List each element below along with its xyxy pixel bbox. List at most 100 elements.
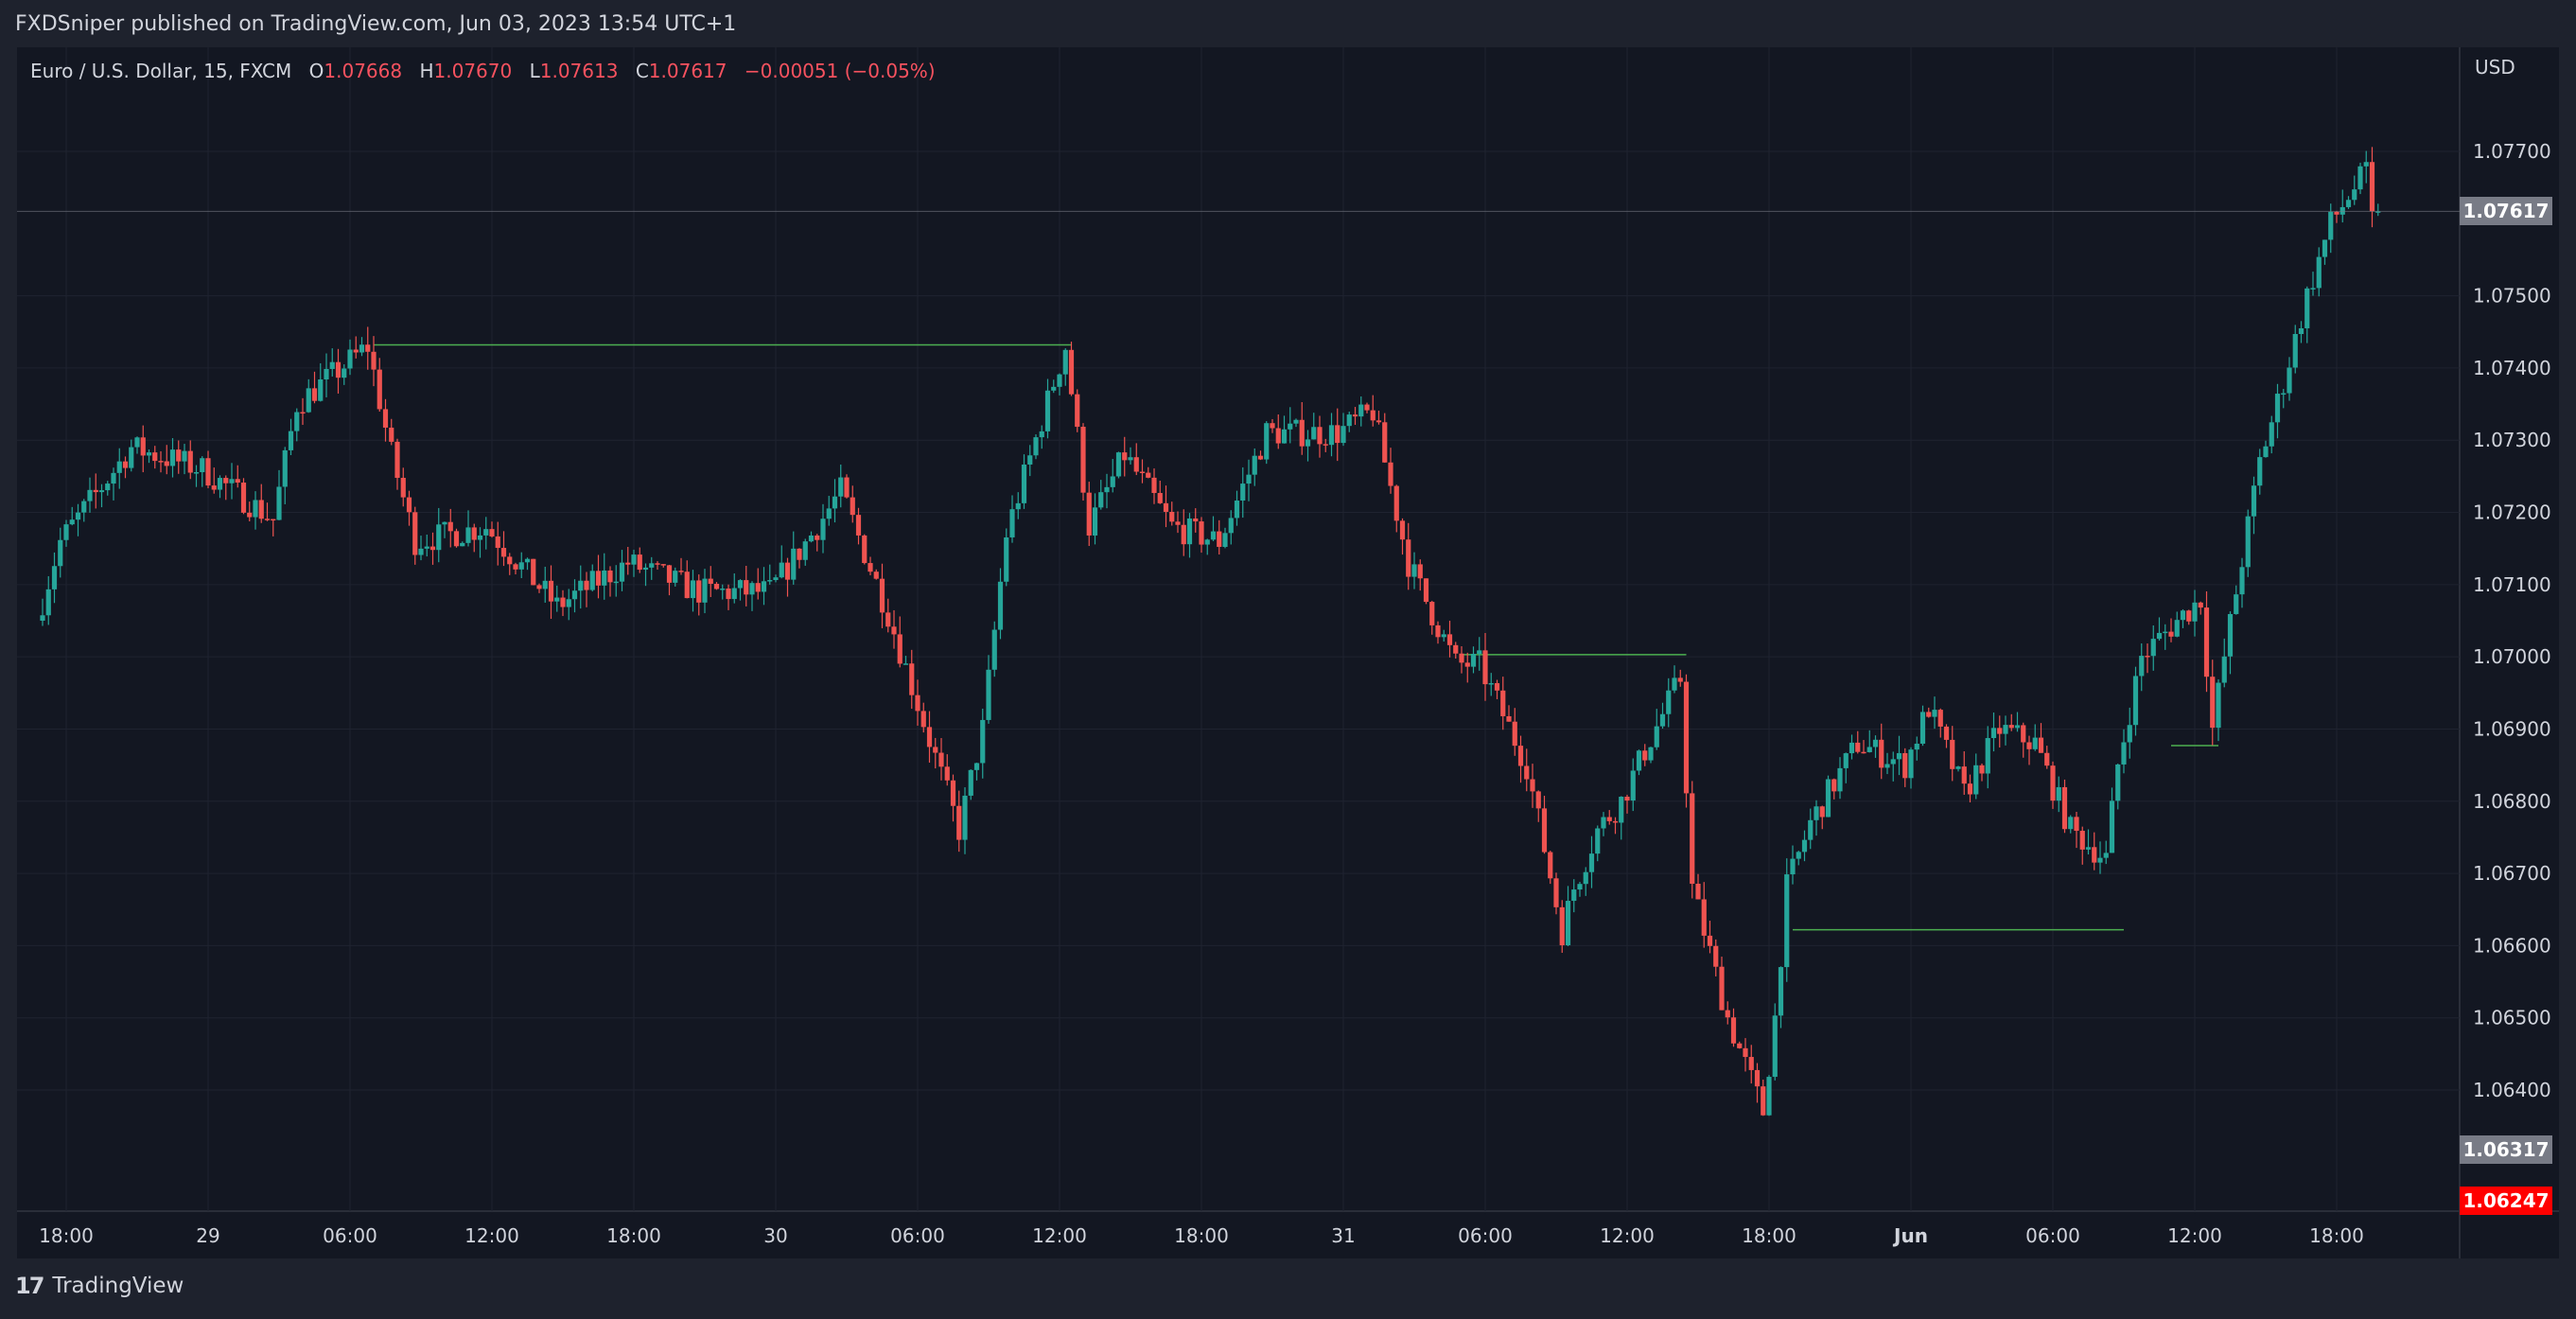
candle-body	[1494, 682, 1500, 691]
candle-body	[1288, 423, 1293, 430]
candle-body	[264, 519, 271, 520]
footer-brand[interactable]: TradingView	[52, 1274, 184, 1298]
price-tick-label: 1.06900	[2473, 717, 2551, 740]
candle-body	[1146, 472, 1151, 478]
time-tick-label: 12:00	[1032, 1224, 1087, 1247]
candle-body	[1937, 710, 1943, 727]
candle-body	[1128, 457, 1133, 461]
candle-body	[1778, 967, 1784, 1016]
candle-body	[1843, 753, 1849, 768]
candle-body	[1151, 477, 1157, 494]
candle-body	[111, 472, 116, 484]
plot-area[interactable]	[17, 47, 2460, 1211]
candle-body	[1630, 770, 1636, 801]
candle-body	[980, 719, 986, 764]
candle-body	[247, 512, 253, 518]
candle-body	[1193, 518, 1199, 522]
candle-body	[377, 369, 382, 410]
candle-body	[235, 479, 240, 484]
candle-body	[744, 580, 749, 595]
candle-body	[105, 484, 111, 491]
price-axis-unit: USD	[2475, 56, 2515, 79]
time-axis[interactable]	[17, 1211, 2460, 1258]
candle-body	[619, 562, 625, 582]
candle-body	[660, 564, 666, 566]
candle-body	[2032, 737, 2038, 749]
candle-body	[1926, 712, 1932, 717]
candle-body	[542, 580, 548, 589]
candle-body	[2068, 817, 2074, 830]
candle-body	[63, 524, 69, 540]
candle-body	[2234, 594, 2239, 614]
candle-body	[1648, 747, 1654, 761]
price-marker-tag: 1.06317	[2460, 1135, 2552, 1165]
time-tick-label: 06:00	[1458, 1224, 1513, 1247]
candle-body	[1323, 444, 1328, 446]
candle-body	[2021, 725, 2026, 743]
candle-body	[2334, 211, 2339, 215]
candle-body	[1565, 901, 1571, 946]
candle-body	[1943, 726, 1950, 740]
candle-body	[87, 489, 93, 501]
candle-body	[1281, 429, 1288, 444]
candle-body	[1719, 966, 1725, 1011]
candle-body	[1417, 564, 1423, 579]
candle-body	[205, 458, 211, 486]
candle-body	[773, 577, 779, 581]
candle-body	[779, 562, 784, 578]
candle-body	[342, 368, 347, 378]
candle-body	[602, 570, 607, 586]
candle-body	[158, 461, 164, 463]
candle-body	[447, 521, 453, 532]
candle-body	[424, 546, 429, 549]
time-tick-label: 18:00	[606, 1224, 661, 1247]
candle-body	[1399, 520, 1406, 540]
time-tick-label: 12:00	[464, 1224, 519, 1247]
candle-body	[962, 795, 968, 840]
price-tick-label: 1.06800	[2473, 790, 2551, 813]
candle-body	[2174, 620, 2180, 637]
candle-body	[359, 344, 365, 353]
candle-body	[1808, 819, 1814, 840]
candle-body	[1801, 839, 1808, 853]
candle-body	[400, 478, 406, 498]
candle-body	[696, 580, 702, 603]
candle-body	[1725, 1010, 1730, 1018]
candle-body	[991, 629, 997, 670]
candle-body	[1234, 501, 1240, 519]
candle-body	[1919, 712, 1926, 744]
candle-body	[2038, 737, 2044, 753]
candle-body	[2363, 162, 2369, 167]
candle-body	[382, 409, 389, 428]
candle-body	[1707, 935, 1713, 946]
candle-body	[1541, 808, 1548, 853]
candle-body	[589, 571, 595, 590]
candle-body	[2014, 725, 2021, 729]
candle-body	[1990, 728, 1997, 739]
price-tick-label: 1.07000	[2473, 645, 2551, 668]
candle-body	[306, 388, 311, 413]
candle-body	[2061, 786, 2068, 830]
candle-body	[1210, 531, 1217, 540]
candle-body	[1044, 390, 1051, 431]
candle-body	[1393, 485, 1399, 521]
candle-body	[986, 669, 991, 720]
candle-body	[1961, 766, 1967, 784]
candle-body	[1588, 853, 1595, 872]
tradingview-logo-icon[interactable]: 17	[15, 1273, 44, 1299]
candle-body	[1872, 739, 1879, 747]
candle-body	[1967, 783, 1973, 795]
candle-body	[938, 752, 944, 767]
candle-body	[1902, 752, 1908, 779]
time-tick-label: 12:00	[1600, 1224, 1655, 1247]
time-tick-label: Jun	[1892, 1224, 1928, 1247]
candle-body	[1601, 817, 1606, 829]
price-axis[interactable]	[2460, 47, 2559, 1258]
candle-body	[1535, 791, 1541, 809]
candle-body	[75, 512, 81, 520]
candle-body	[1595, 828, 1601, 854]
candle-body	[1027, 455, 1033, 465]
change-value: −0.00051 (−0.05%)	[744, 60, 936, 82]
candle-body	[791, 548, 797, 580]
